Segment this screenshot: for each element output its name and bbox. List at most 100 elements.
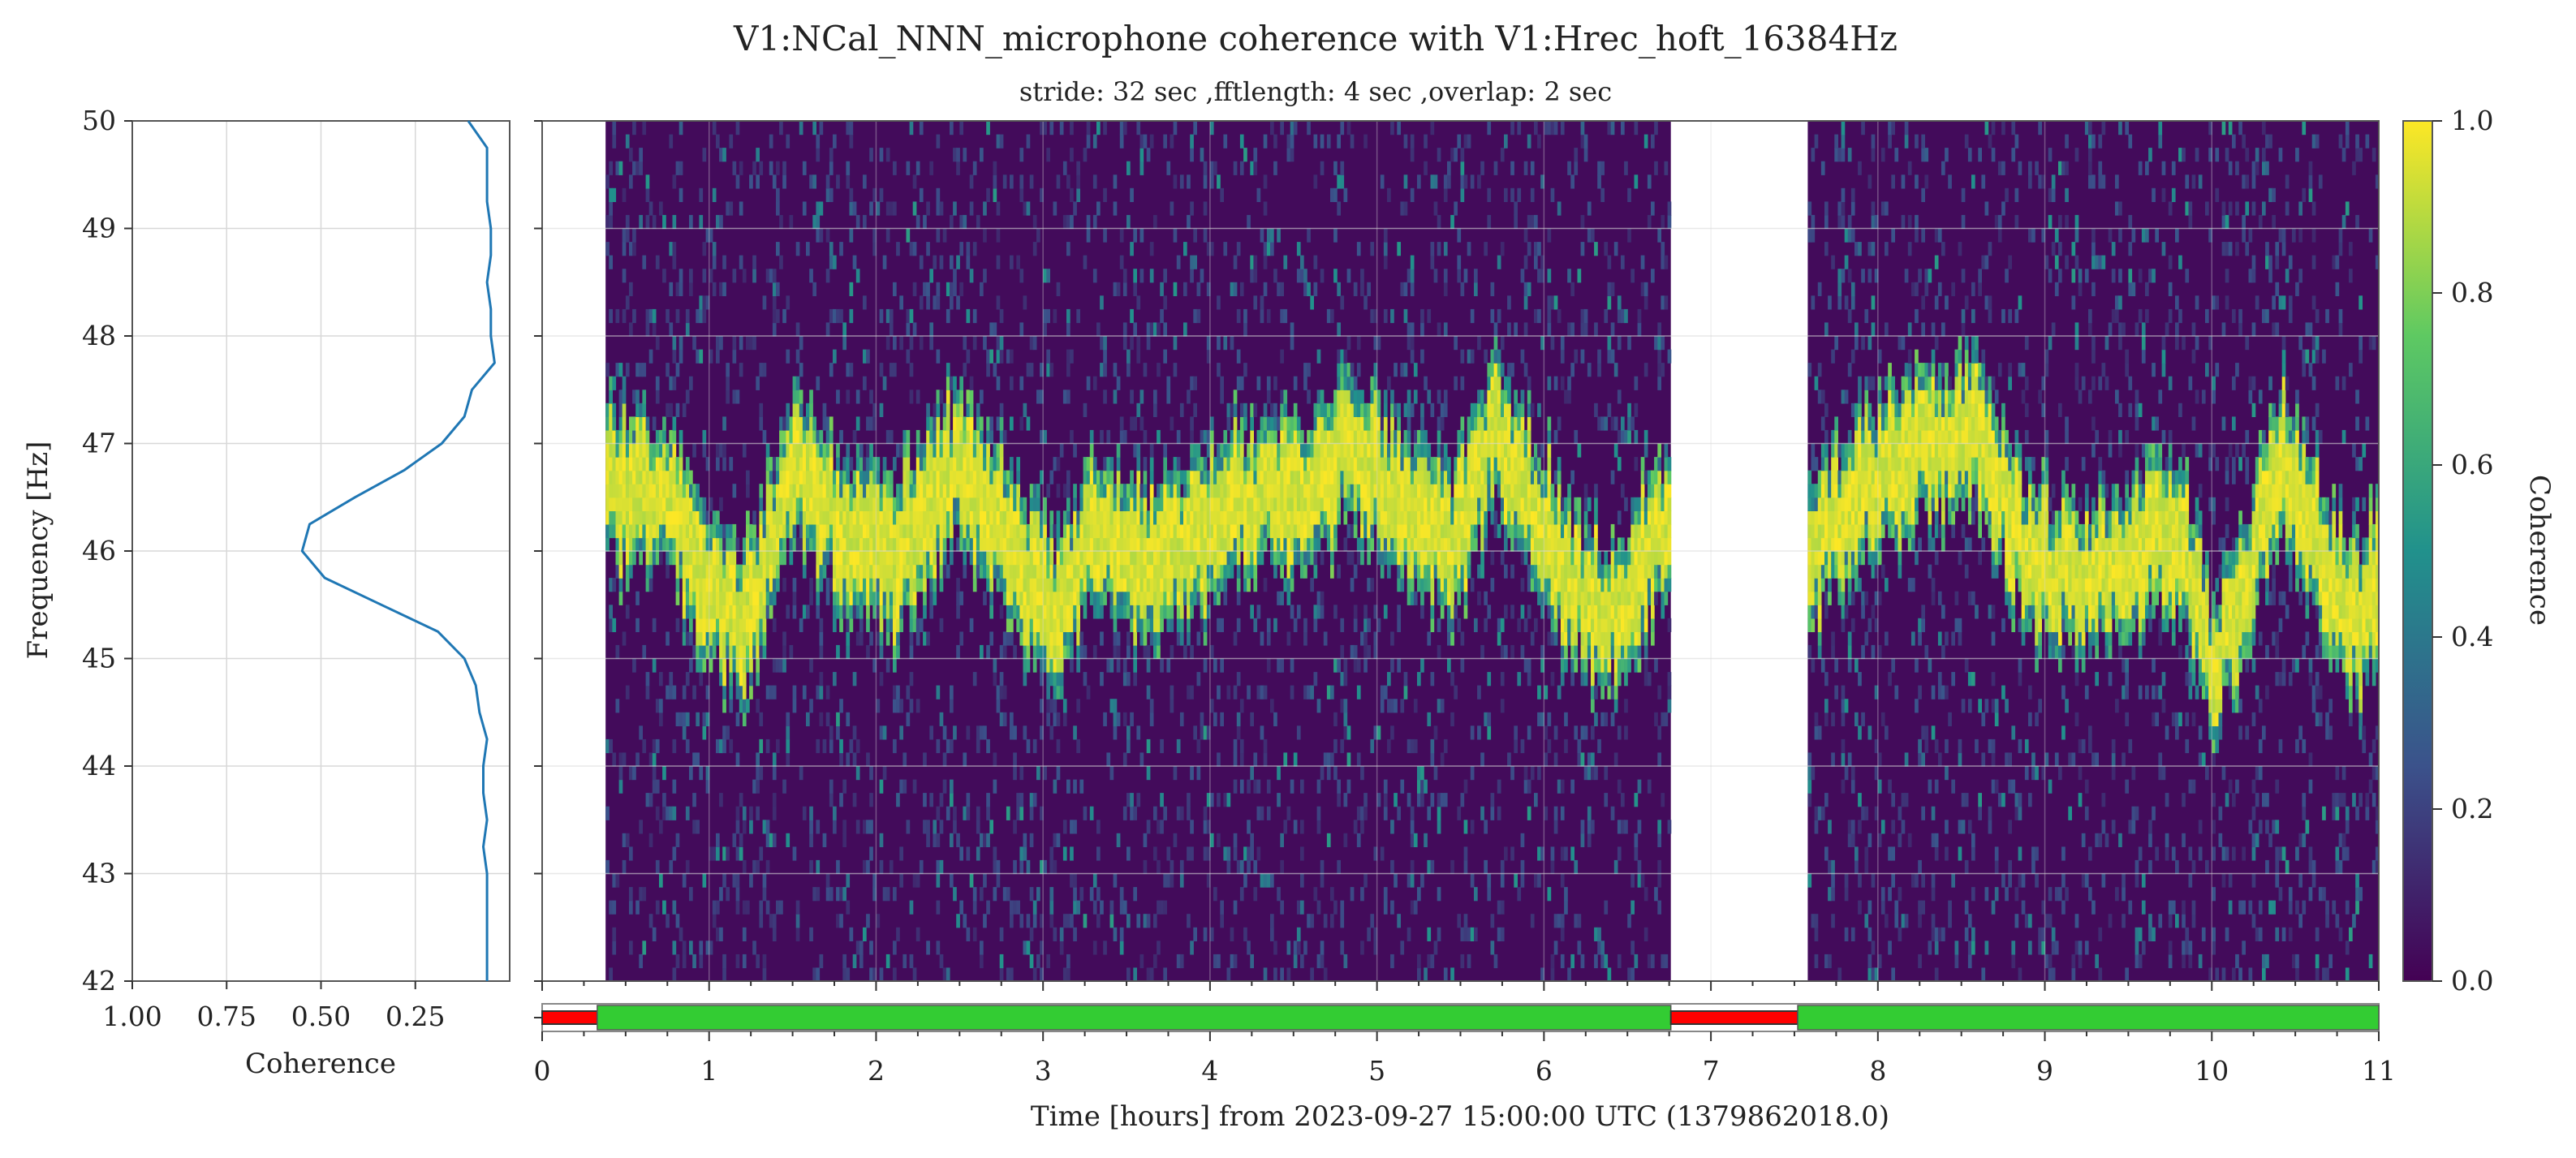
spectrogram-cell: [855, 738, 860, 754]
spectrogram-cell: [1250, 161, 1254, 175]
spectrogram-cell: [1273, 523, 1277, 539]
spectrogram-cell: [709, 537, 713, 552]
spectrogram-cell: [819, 470, 824, 484]
spectrogram-cell: [1307, 470, 1311, 484]
spectrogram-cell: [779, 658, 783, 673]
spectrogram-cell: [782, 497, 786, 511]
spectrogram-cell: [1250, 457, 1254, 471]
spectrogram-cell: [762, 873, 767, 888]
spectrogram-cell: [1066, 174, 1070, 189]
spectrogram-cell: [816, 201, 821, 216]
spectrogram-cell: [1092, 564, 1097, 579]
spectrogram-cell: [1016, 510, 1020, 525]
spectrogram-cell: [1424, 779, 1428, 794]
spectrogram-cell: [822, 510, 827, 525]
spectrogram-cell: [966, 429, 971, 445]
spectrogram-cell: [662, 470, 666, 484]
spectrogram-cell: [1043, 551, 1047, 566]
spectrogram-cell: [1403, 363, 1408, 377]
spectrogram-cell: [1056, 537, 1061, 552]
spectrogram-cell: [846, 551, 851, 566]
spectrogram-cell: [846, 484, 851, 498]
spectrogram-cell: [966, 793, 971, 807]
spectrogram-cell: [893, 631, 897, 646]
spectrogram-cell: [669, 443, 674, 458]
spectrogram-cell: [632, 416, 636, 431]
spectrogram-cell: [1260, 308, 1264, 324]
spectrogram-cell: [1390, 390, 1394, 404]
spectrogram-cell: [926, 497, 930, 511]
spectrogram-cell: [1153, 631, 1157, 646]
spectrogram-cell: [1139, 269, 1144, 283]
spectrogram-cell: [1103, 228, 1107, 243]
spectrogram-cell: [972, 457, 977, 471]
spectrogram-cell: [1163, 443, 1167, 458]
spectrogram-cell: [1367, 497, 1371, 511]
spectrogram-cell: [615, 470, 620, 484]
spectrogram-cell: [986, 497, 990, 511]
spectrogram-cell: [869, 484, 873, 498]
spectrogram-cell: [1220, 564, 1224, 579]
spectrogram-cell: [950, 121, 954, 136]
spectrogram-cell: [1089, 510, 1094, 525]
spectrogram-cell: [956, 255, 960, 269]
spectrogram-cell: [789, 470, 794, 484]
spectrogram-cell: [1043, 618, 1047, 632]
spectrogram-cell: [1360, 766, 1364, 781]
spectrogram-cell: [1136, 121, 1141, 136]
spectrogram-cell: [1223, 429, 1228, 445]
spectrogram-cell: [618, 510, 623, 525]
spectrogram-cell: [1016, 900, 1020, 915]
spectrogram-cell: [1089, 564, 1094, 579]
spectrogram-cell: [779, 510, 783, 525]
spectrogram-cell: [622, 484, 627, 498]
spectrogram-cell: [1250, 416, 1254, 431]
spectrogram-cell: [1280, 349, 1284, 364]
spectrogram-cell: [1356, 806, 1361, 820]
spectrogram-cell: [1160, 658, 1164, 673]
spectrogram-cell: [1200, 591, 1204, 605]
spectrogram-cell: [1270, 510, 1274, 525]
spectrogram-cell: [666, 470, 670, 484]
spectrogram-cell: [802, 523, 807, 539]
spectrogram-cell: [635, 443, 640, 458]
spectrogram-cell: [1356, 497, 1361, 511]
spectrogram-cell: [1356, 242, 1361, 256]
spectrogram-cell: [1049, 631, 1054, 646]
spectrogram-cell: [1040, 644, 1044, 660]
spectrogram-cell: [1226, 846, 1231, 861]
spectrogram-cell: [1370, 484, 1375, 498]
spectrogram-cell: [1079, 564, 1084, 579]
spectrogram-cell: [709, 941, 713, 955]
spectrogram-cell: [915, 497, 920, 511]
spectrogram-cell: [1092, 174, 1097, 189]
spectrogram-cell: [789, 551, 794, 566]
spectrogram-cell: [789, 443, 794, 458]
spectrogram-cell: [1343, 349, 1348, 364]
spectrogram-cell: [929, 510, 933, 525]
spectrogram-cell: [1190, 578, 1194, 592]
spectrogram-cell: [1223, 510, 1228, 525]
spectrogram-cell: [836, 578, 840, 592]
spectrogram-cell: [1330, 484, 1334, 498]
spectrogram-cell: [839, 510, 843, 525]
spectrogram-cell: [863, 523, 867, 539]
spectrogram-cell: [956, 429, 960, 445]
spectrogram-cell: [1103, 187, 1107, 202]
spectrogram-cell: [605, 242, 610, 256]
spectrogram-cell: [689, 484, 693, 498]
spectrogram-cell: [678, 282, 683, 296]
spectrogram-cell: [999, 551, 1004, 566]
spectrogram-cell: [836, 510, 840, 525]
spectrogram-cell: [802, 497, 807, 511]
spectrogram-cell: [735, 537, 740, 552]
spectrogram-cell: [889, 551, 894, 566]
spectrogram-cell: [1370, 242, 1375, 256]
spectrogram-cell: [1163, 497, 1167, 511]
spectrogram-cell: [989, 605, 993, 619]
spectrogram-cell: [1290, 605, 1294, 619]
spectrogram-cell: [1313, 523, 1318, 539]
spectrogram-cell: [1260, 551, 1264, 566]
spectrogram-cell: [732, 161, 737, 175]
spectrogram-cell: [1220, 497, 1224, 511]
